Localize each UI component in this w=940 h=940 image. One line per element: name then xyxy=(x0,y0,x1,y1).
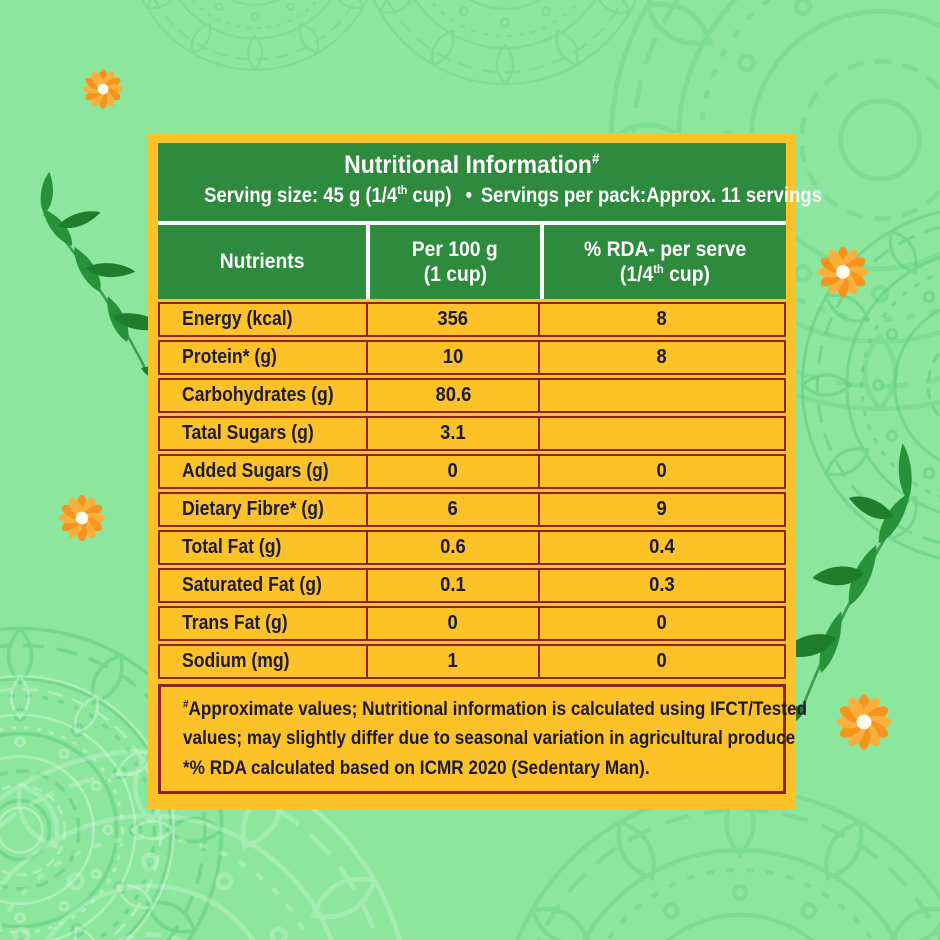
page-title: Nutritional Information# xyxy=(344,151,600,179)
per-100g-cell: 0 xyxy=(366,608,538,639)
per-100g-cell: 80.6 xyxy=(366,380,538,411)
nutrient-name-cell: Energy (kcal) xyxy=(182,308,293,330)
table-row: Energy (kcal) 356 8 xyxy=(158,302,786,337)
per-100g-cell: 1 xyxy=(366,646,538,677)
header-divider xyxy=(158,221,786,225)
rda-cell: 0 xyxy=(538,646,784,677)
card-header: Nutritional Information# Serving size: 4… xyxy=(158,143,822,221)
table-row: Tatal Sugars (g) 3.1 xyxy=(158,416,786,451)
nutrient-name-cell: Sodium (mg) xyxy=(182,650,290,672)
rda-cell: 0 xyxy=(538,456,784,487)
nutrient-name-cell: Protein* (g) xyxy=(182,346,277,368)
table-row: Dietary Fibre* (g) 6 9 xyxy=(158,492,786,527)
rda-cell: 8 xyxy=(538,304,784,335)
nutrient-name-cell: Dietary Fibre* (g) xyxy=(182,498,324,520)
mandala-pattern-top-left xyxy=(129,0,381,71)
table-row: Sodium (mg) 1 0 xyxy=(158,644,786,679)
per-100g-cell: 0.1 xyxy=(366,570,538,601)
rda-cell: 9 xyxy=(538,494,784,525)
nutrition-facts-card: Nutritional Information# Serving size: 4… xyxy=(148,133,822,809)
footnote-line: *% RDA calculated based on ICMR 2020 (Se… xyxy=(183,756,650,779)
nutrient-name-cell: Tatal Sugars (g) xyxy=(182,422,314,444)
table-row: Carbohydrates (g) 80.6 xyxy=(158,378,786,413)
table-row: Trans Fat (g) 0 0 xyxy=(158,606,786,641)
nutrient-name-cell: Saturated Fat (g) xyxy=(182,574,322,596)
footnote-box: #Approximate values; Nutritional informa… xyxy=(158,684,808,794)
nutrition-table: Energy (kcal) 356 8 Protein* (g) 10 8 Ca… xyxy=(158,302,786,679)
rda-cell: 0 xyxy=(538,608,784,639)
column-header-per-100g: Per 100 g (1 cup) xyxy=(366,225,540,299)
nutrient-name-cell: Added Sugars (g) xyxy=(182,460,329,482)
per-100g-cell: 10 xyxy=(366,342,538,373)
per-100g-cell: 6 xyxy=(366,494,538,525)
table-column-headers: Nutrients Per 100 g (1 cup) % RDA- per s… xyxy=(158,225,786,299)
marigold-flower-icon-bottom-right xyxy=(836,694,892,750)
nutrient-name-cell: Carbohydrates (g) xyxy=(182,384,334,406)
bullet-separator: • xyxy=(465,184,473,207)
rda-cell xyxy=(538,380,784,411)
marigold-flower-icon-mid-left xyxy=(58,494,106,542)
footnote-line: #Approximate values; Nutritional informa… xyxy=(183,698,808,720)
rda-cell xyxy=(538,418,784,449)
per-100g-cell: 356 xyxy=(366,304,538,335)
per-100g-cell: 0 xyxy=(366,456,538,487)
table-row: Protein* (g) 10 8 xyxy=(158,340,786,375)
table-row: Added Sugars (g) 0 0 xyxy=(158,454,786,489)
serving-info: Serving size: 45 g (1/4th cup) • Servings … xyxy=(204,183,822,207)
nutrient-name-cell: Trans Fat (g) xyxy=(182,612,288,634)
table-row: Total Fat (g) 0.6 0.4 xyxy=(158,530,786,565)
rda-cell: 0.4 xyxy=(538,532,784,563)
nutrient-name-cell: Total Fat (g) xyxy=(182,536,282,558)
column-header-nutrients: Nutrients xyxy=(219,250,305,274)
mandala-pattern-bottom-right xyxy=(500,790,940,940)
per-100g-cell: 3.1 xyxy=(366,418,538,449)
column-header-rda: % RDA- per serve (1/4th cup) xyxy=(540,225,786,299)
rda-cell: 8 xyxy=(538,342,784,373)
marigold-flower-icon-top-left xyxy=(83,69,123,109)
table-row: Saturated Fat (g) 0.1 0.3 xyxy=(158,568,786,603)
rda-cell: 0.3 xyxy=(538,570,784,601)
per-100g-cell: 0.6 xyxy=(366,532,538,563)
footnote-line: values; may slightly differ due to seaso… xyxy=(183,727,796,750)
